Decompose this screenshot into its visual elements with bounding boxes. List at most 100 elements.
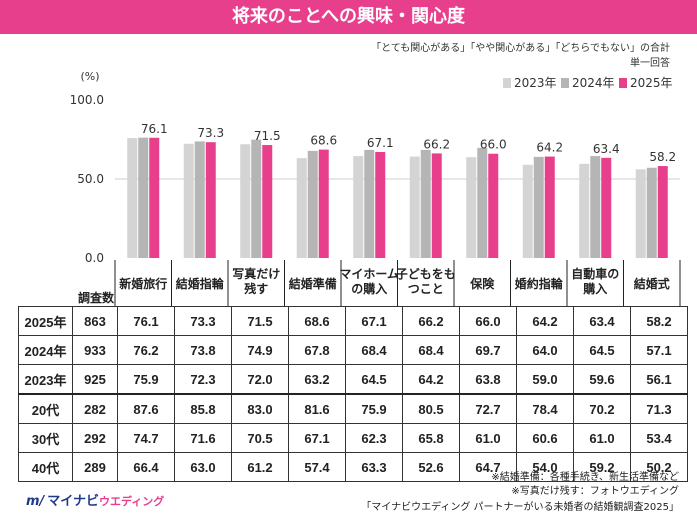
data-label: 71.5	[254, 129, 281, 143]
table-cell: 64.7	[459, 452, 517, 482]
table-cell: 66.4	[117, 452, 175, 482]
table-row: 20代 282 87.6 85.8 83.0 81.6 75.9 80.5 72.7 78.4 70…	[18, 393, 688, 424]
table-cell: 72.0	[231, 364, 289, 395]
table-cell: 67.1	[288, 423, 346, 453]
table-row: 2025年 863 76.1 73.3 71.5 68.6 67.1 66.2 66.0 64.2…	[18, 306, 688, 336]
bar-2025年-6	[488, 153, 499, 258]
bars	[127, 137, 668, 258]
bar-2024年-0	[138, 137, 149, 258]
bar-2024年-8	[590, 156, 601, 258]
table-cell: 76.2	[117, 335, 175, 365]
table-cell: 71.5	[231, 306, 289, 336]
category-label: 婚約指輪	[515, 276, 564, 291]
table-cell: 64.2	[402, 364, 460, 395]
data-label: 64.2	[536, 141, 563, 155]
data-label: 67.1	[367, 136, 394, 150]
legend-swatch	[503, 78, 511, 88]
table-cell: 75.9	[117, 364, 175, 395]
table-cell: 61.0	[573, 423, 631, 453]
data-label: 58.2	[649, 150, 676, 164]
table-cell: 59.2	[573, 452, 631, 482]
row-count: 289	[72, 452, 118, 482]
table-cell: 73.8	[174, 335, 232, 365]
table-cell: 68.6	[288, 306, 346, 336]
table-cell: 74.9	[231, 335, 289, 365]
category-label: 新婚旅行	[119, 276, 167, 291]
table-cell: 59.0	[516, 364, 574, 395]
bar-2023年-8	[579, 163, 590, 258]
bar-2024年-6	[477, 147, 488, 258]
bar-2025年-8	[601, 157, 612, 258]
table-cell: 63.4	[573, 306, 631, 336]
table-cell: 68.4	[345, 335, 403, 365]
legend-label: 2023年	[514, 76, 557, 90]
bar-2025年-2	[262, 145, 273, 258]
table-row: 2023年 925 75.9 72.3 72.0 63.2 64.5 64.2 63.8 59.0…	[18, 364, 688, 395]
category-label: 子どもをもつこと	[396, 267, 456, 296]
bar-2025年-4	[375, 151, 386, 258]
table-cell: 64.5	[345, 364, 403, 395]
table-cell: 85.8	[174, 393, 232, 424]
table-cell: 56.1	[630, 364, 688, 395]
table-row: 40代 289 66.4 63.0 61.2 57.4 63.3 52.6 64.7 54.0 59…	[18, 452, 688, 482]
bar-2024年-2	[251, 139, 262, 258]
legend-swatch	[561, 78, 569, 88]
data-label: 76.1	[141, 122, 168, 136]
table-cell: 62.3	[345, 423, 403, 453]
data-label: 66.2	[423, 137, 450, 151]
table-cell: 81.6	[288, 393, 346, 424]
table-cell: 67.8	[288, 335, 346, 365]
bar-2023年-6	[466, 157, 477, 258]
table-cell: 69.7	[459, 335, 517, 365]
table-cell: 71.6	[174, 423, 232, 453]
table-cell: 64.5	[573, 335, 631, 365]
count-header: 調査数	[78, 290, 115, 305]
table-cell: 61.2	[231, 452, 289, 482]
bar-2025年-1	[205, 142, 216, 258]
table-cell: 50.2	[630, 452, 688, 482]
table-cell: 53.4	[630, 423, 688, 453]
bar-2024年-7	[533, 156, 544, 258]
bar-2024年-5	[420, 149, 431, 258]
bar-2025年-3	[318, 149, 329, 258]
note-line-2: 単一回答	[630, 56, 670, 69]
note-line-1: 「とても関心がある」「やや関心がある」「どちらでもない」の合計	[371, 41, 670, 54]
table-cell: 70.2	[573, 393, 631, 424]
bar-2023年-5	[409, 156, 420, 258]
row-label: 40代	[18, 452, 73, 482]
footnote-2: ※写真だけ残す：フォトウエディング	[511, 486, 679, 497]
bar-2024年-1	[194, 141, 205, 258]
footnote-1: ※結婚準備：各種手続き、新生活準備など	[491, 472, 679, 483]
table-cell: 70.5	[231, 423, 289, 453]
table-cell: 66.2	[402, 306, 460, 336]
row-count: 292	[72, 423, 118, 453]
table-cell: 87.6	[117, 393, 175, 424]
chart-title: 将来のことへの興味・関心度	[0, 0, 697, 34]
legend-label: 2025年	[630, 76, 673, 90]
table-cell: 63.0	[174, 452, 232, 482]
table-cell: 66.0	[459, 306, 517, 336]
bar-2023年-4	[353, 156, 364, 258]
table-cell: 57.4	[288, 452, 346, 482]
logo-sub: ウエディング	[99, 495, 165, 508]
row-label: 20代	[18, 393, 73, 424]
row-label: 2024年	[18, 335, 73, 365]
bar-2025年-0	[149, 137, 160, 258]
table-cell: 54.0	[516, 452, 574, 482]
table-cell: 65.8	[402, 423, 460, 453]
category-label: 保険	[469, 276, 495, 291]
category-label: 写真だけ残す	[232, 266, 280, 296]
bar-2023年-3	[296, 158, 307, 258]
category-label: マイホームの購入	[339, 267, 399, 296]
row-label: 2025年	[18, 306, 73, 336]
bar-2025年-9	[657, 166, 668, 258]
y-tick-label: 100.0	[70, 93, 104, 107]
row-count: 863	[72, 306, 118, 336]
table-cell: 71.3	[630, 393, 688, 424]
table-cell: 72.7	[459, 393, 517, 424]
data-label: 73.3	[197, 126, 224, 140]
table-cell: 83.0	[231, 393, 289, 424]
data-labels: 76.1 73.3 71.5 68.6 67.1 66.2 66.0 64.2 63.4 58.2	[141, 122, 676, 164]
bar-2025年-7	[544, 156, 555, 258]
